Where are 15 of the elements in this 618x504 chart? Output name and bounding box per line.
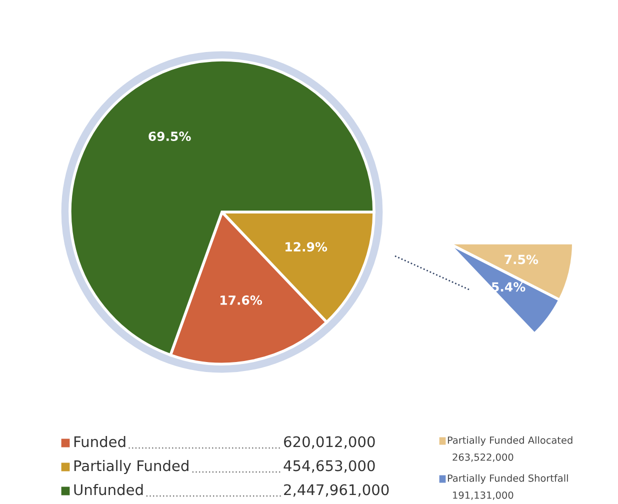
text: 263,522,000 <box>452 453 514 462</box>
data-label: 5.4% <box>492 282 526 292</box>
data-label: 17.6% <box>220 295 262 305</box>
legend-label: Funded <box>74 436 126 448</box>
data-label: 7.5% <box>504 254 538 264</box>
text: 454,653,000 <box>284 460 375 473</box>
legend-label: Partially Funded <box>74 460 188 474</box>
text: 2,447,961,000 <box>284 484 389 497</box>
legend-label: Partially Funded Shortfall <box>448 474 568 484</box>
legend-label: Unfunded <box>74 484 143 496</box>
legend-label: Partially Funded Allocated <box>448 436 572 446</box>
text: 620,012,000 <box>284 436 375 449</box>
text: 191,131,000 <box>453 491 514 500</box>
data-label: 12.9% <box>286 242 328 252</box>
data-label: 69.5% <box>148 132 191 142</box>
